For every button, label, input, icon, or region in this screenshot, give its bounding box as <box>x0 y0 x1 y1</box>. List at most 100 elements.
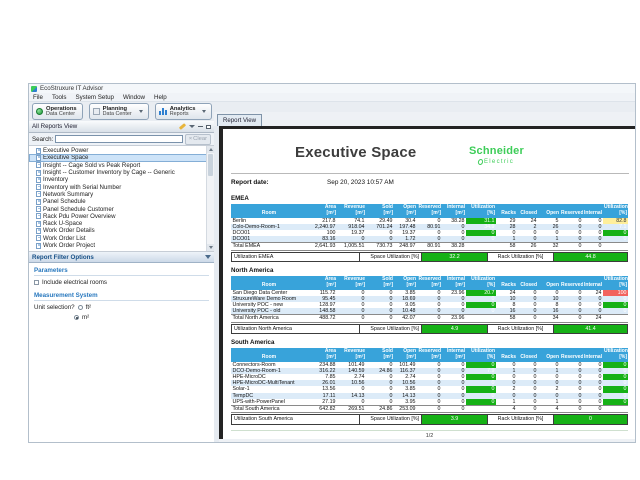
table-cell: 24.86 <box>366 367 394 374</box>
sidebar-item-work-order-details[interactable]: Work Order Details <box>29 227 214 234</box>
table-row: University POC - old 148.58 0 0 10.48 0 0 0 16 0 1… <box>231 308 628 315</box>
minimize-icon[interactable] <box>198 125 203 128</box>
table-row: DCO01 100 19.37 0 19.37 0 0 0 0 0 0 0 0 0 <box>231 229 628 237</box>
table-cell: 253.09 <box>394 404 417 414</box>
table-row: Connectors-Room 234.88 101.49 0 101.49 0 0 0 0 0 0… <box>231 361 628 368</box>
table-cell: 1 <box>538 236 560 243</box>
table-cell <box>466 314 496 323</box>
report-filter-options-header[interactable]: Report Filter Options <box>29 252 214 263</box>
sidebar-item-work-order-list[interactable]: Work Order List <box>29 235 214 242</box>
region-title: North America <box>231 267 274 275</box>
rack-utilization-cell: 82.8 <box>603 217 628 224</box>
table-cell: 38.28 <box>451 217 465 224</box>
chevron-down-icon[interactable] <box>202 110 207 113</box>
reports-panel-title: All Reports View <box>32 123 78 130</box>
column-header: Area [m²] <box>307 204 337 218</box>
unit-ft2-radio[interactable] <box>77 305 83 310</box>
space-utilization-bar: 32.2 <box>422 252 488 262</box>
table-cell: 0 <box>598 361 602 368</box>
table-row: Solar-1 13.56 0 0 3.85 0 0 0 2 0 2 0 0 0 <box>231 386 628 393</box>
sidebar-item-executive-power[interactable]: Executive Power <box>29 147 214 154</box>
table-cell: 0 <box>533 301 537 308</box>
sidebar-item-panel-schedule[interactable]: Panel Schedule <box>29 198 214 205</box>
chevron-down-icon[interactable] <box>138 110 143 113</box>
analytics-button[interactable]: Analytics Reports <box>154 103 213 120</box>
column-header: Room <box>231 204 307 218</box>
unit-m2-radio[interactable] <box>74 315 79 320</box>
column-header: Sold [m²] <box>366 276 394 290</box>
sidebar-item-work-order-project[interactable]: Work Order Project <box>29 242 214 249</box>
table-cell: 14.13 <box>337 392 366 399</box>
menu-window[interactable]: Window <box>122 93 145 101</box>
scrollbar-thumb[interactable] <box>208 154 213 176</box>
report-doc-icon <box>36 154 41 161</box>
clear-button[interactable]: × Clear <box>184 133 211 145</box>
include-electrical-rooms-checkbox[interactable] <box>34 280 39 285</box>
tree-item-label: Panel Schedule Customer <box>43 205 114 213</box>
report-tab-strip: Report View <box>214 112 635 126</box>
space-utilization-cell: 0 <box>466 308 496 315</box>
table-cell: 0 <box>598 398 602 405</box>
table-cell: 0 <box>512 229 516 236</box>
table-cell: 234.88 <box>319 361 336 368</box>
chevron-down-icon[interactable] <box>189 125 195 128</box>
table-cell: 30.4 <box>405 217 416 224</box>
menu-system-setup[interactable]: System Setup <box>75 93 114 101</box>
sidebar-item-panel-schedule-customer[interactable]: Panel Schedule Customer <box>29 205 214 213</box>
tree-scrollbar[interactable] <box>206 146 214 251</box>
table-cell: 0 <box>361 289 365 296</box>
table-cell: 217.8 <box>322 217 336 224</box>
region-south-america: South America Room Area [m²] Revenue [m²] Sold… <box>231 339 631 425</box>
table-cell: 918.04 <box>337 223 366 230</box>
table-cell: 0 <box>533 229 537 236</box>
sidebar-item-inventory[interactable]: Inventory <box>29 176 214 183</box>
table-cell: 0 <box>442 223 466 230</box>
panel-splitter[interactable] <box>214 126 219 442</box>
menu-file[interactable]: File <box>33 93 43 101</box>
table-row: UPS-with-PowerPanel 27.19 0 0 3.95 0 0 0 1 0 1 0 0 0 <box>231 398 628 406</box>
report-date-value: Sep 20, 2023 10:57 AM <box>327 179 394 186</box>
sidebar-item-executive-space[interactable]: Executive Space <box>29 154 214 162</box>
table-cell: 0 <box>517 380 538 387</box>
table-cell: 0 <box>517 308 538 315</box>
scroll-down-icon[interactable] <box>207 244 214 251</box>
pin-icon[interactable] <box>178 123 187 130</box>
planning-button[interactable]: Planning Data Center <box>88 103 149 120</box>
sidebar-item-network-summary[interactable]: Network Summary <box>29 191 214 198</box>
table-cell: 0 <box>512 361 516 368</box>
tab-report-view[interactable]: Report View <box>217 114 263 126</box>
logo-schneider-text: Schneider <box>469 145 524 157</box>
menu-help[interactable]: Help <box>153 93 167 101</box>
column-header: Racks <box>496 348 517 362</box>
reports-tree: Executive Power Executive Space Insight --… <box>29 146 214 252</box>
search-input[interactable] <box>55 135 183 143</box>
float-window-icon[interactable] <box>206 124 211 129</box>
scroll-up-icon[interactable] <box>207 146 214 153</box>
operations-button[interactable]: Operations Data Center <box>32 103 83 120</box>
menu-tools[interactable]: Tools <box>51 93 67 101</box>
sidebar-item-inventory-with-serial-number[interactable]: Inventory with Serial Number <box>29 183 214 191</box>
room-cell: HPE-MicroDC-MultiTenant <box>231 380 307 387</box>
report-doc-icon <box>36 206 41 213</box>
table-cell: 26 <box>538 223 560 230</box>
table-cell: 0 <box>337 314 366 323</box>
total-row: Total EMEA 2,641.93 1,005.51 730.73 248.97 80… <box>231 242 628 251</box>
sidebar-item-rack-u-space[interactable]: Rack U-Space <box>29 220 214 227</box>
report-doc-icon <box>36 198 41 205</box>
analytics-icon <box>158 108 167 115</box>
sidebar-item-insight-customer-inventory-by-cage-generic[interactable]: Insight -- Customer Inventory by Cage --… <box>29 169 214 176</box>
table-cell: 16 <box>538 308 560 315</box>
space-utilization-cell: 0 <box>466 361 496 368</box>
column-header: Revenue [m²] <box>337 276 366 290</box>
clear-label: Clear <box>193 136 207 142</box>
table-cell: 10.56 <box>337 380 366 387</box>
column-header: Utilization [%] <box>603 204 628 218</box>
rack-utilization-cell: 0 <box>603 308 628 315</box>
table-cell: 18.69 <box>394 295 417 302</box>
table-cell: 0 <box>538 392 560 399</box>
table-cell: 3.85 <box>405 289 416 296</box>
table-cell: 0 <box>389 229 393 236</box>
sidebar-item-insight-cage-sold-vs-peak-report[interactable]: Insight -- Cage Sold vs Peak Report <box>29 162 214 169</box>
table-cell: 24 <box>583 314 603 323</box>
sidebar-item-rack-pdu-power-overview[interactable]: Rack Pdu Power Overview <box>29 213 214 220</box>
